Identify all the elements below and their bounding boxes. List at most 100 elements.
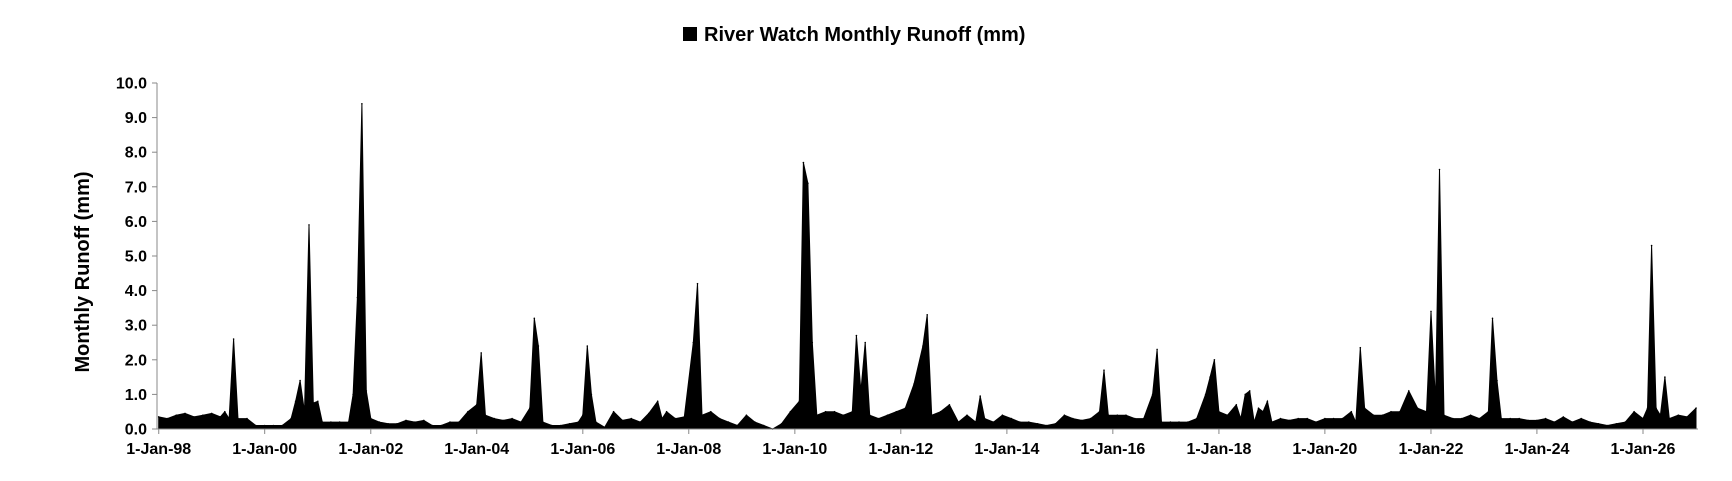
data-point-68 — [648, 412, 650, 415]
data-point-200 — [1633, 410, 1635, 413]
data-point-182 — [1487, 410, 1490, 413]
data-point-108 — [939, 410, 942, 413]
x-axis: 1-Jan-98 1-Jan-00 1-Jan-02 1-Jan-04 1-Jan-06… — [126, 428, 1698, 458]
data-point-144 — [1218, 410, 1220, 413]
data-point-78 — [718, 417, 721, 420]
data-point-131 — [1125, 414, 1127, 417]
y-tick-label: 9.0 — [125, 110, 147, 127]
data-point-169 — [1390, 410, 1392, 413]
data-point-135 — [1156, 348, 1158, 351]
x-tick-label: 1-Jan-16 — [1080, 441, 1145, 458]
data-point-137 — [1169, 421, 1172, 423]
data-point-29 — [356, 296, 359, 299]
legend-swatch — [683, 27, 697, 41]
data-point-22 — [312, 402, 315, 404]
data-point-95 — [851, 410, 854, 413]
data-point-103 — [904, 407, 907, 410]
data-point-33 — [378, 421, 381, 423]
data-point-82 — [754, 421, 756, 423]
x-tick-label: 1-Jan-06 — [550, 441, 615, 458]
data-point-147 — [1240, 417, 1242, 420]
y-tick-label: 8.0 — [125, 145, 147, 162]
data-point-47 — [493, 417, 496, 420]
data-point-121 — [1045, 424, 1048, 427]
data-point-187 — [1518, 417, 1520, 420]
data-point-198 — [1615, 423, 1618, 425]
data-point-152 — [1262, 410, 1264, 413]
legend: River Watch Monthly Runoff (mm) — [683, 24, 1025, 46]
data-point-89 — [807, 182, 809, 185]
data-point-28 — [352, 393, 354, 396]
data-point-171 — [1408, 390, 1410, 392]
data-point-64 — [612, 410, 615, 413]
data-point-117 — [1010, 417, 1013, 420]
data-point-129 — [1107, 414, 1110, 417]
data-point-101 — [886, 414, 889, 417]
data-point-11 — [237, 417, 239, 420]
data-point-149 — [1248, 390, 1251, 392]
data-point-97 — [860, 390, 862, 392]
x-tick-label: 1-Jan-18 — [1186, 441, 1251, 458]
data-point-50 — [520, 421, 522, 423]
data-point-159 — [1315, 421, 1317, 423]
data-point-177 — [1443, 414, 1445, 417]
data-point-166 — [1363, 407, 1366, 410]
data-point-73 — [683, 416, 686, 418]
y-tick-label: 3.0 — [125, 318, 147, 335]
data-point-176 — [1438, 168, 1441, 171]
data-point-106 — [926, 314, 928, 316]
data-point-66 — [630, 417, 633, 420]
data-point-63 — [603, 426, 606, 429]
x-tick-label: 1-Jan-14 — [974, 441, 1039, 458]
data-point-112 — [975, 421, 977, 423]
data-point-54 — [542, 421, 544, 423]
y-tick-label: 4.0 — [125, 283, 147, 300]
data-point-161 — [1332, 417, 1335, 420]
data-point-207 — [1668, 417, 1671, 420]
data-point-170 — [1399, 410, 1401, 413]
data-point-202 — [1646, 407, 1649, 410]
data-point-43 — [467, 410, 469, 413]
data-point-206 — [1664, 376, 1666, 378]
data-point-77 — [710, 410, 712, 413]
data-point-23 — [317, 400, 319, 403]
data-point-72 — [674, 417, 677, 420]
data-point-91 — [816, 414, 818, 417]
data-point-75 — [696, 282, 699, 285]
data-point-48 — [502, 419, 504, 422]
data-point-193 — [1571, 421, 1574, 423]
data-point-70 — [661, 417, 663, 420]
data-point-14 — [263, 424, 266, 427]
data-point-40 — [440, 424, 443, 427]
data-point-62 — [595, 421, 597, 423]
data-point-167 — [1372, 414, 1375, 417]
data-point-26 — [338, 421, 341, 423]
data-point-205 — [1659, 414, 1662, 417]
data-point-13 — [255, 424, 257, 427]
data-point-151 — [1257, 407, 1260, 410]
data-point-25 — [330, 421, 332, 423]
data-point-21 — [308, 224, 310, 226]
x-tick-label: 1-Jan-24 — [1504, 441, 1569, 458]
data-point-44 — [475, 404, 478, 406]
data-point-190 — [1544, 417, 1547, 420]
data-point-10 — [232, 338, 235, 340]
data-point-71 — [665, 410, 668, 413]
data-point-158 — [1306, 417, 1308, 420]
data-point-38 — [423, 419, 425, 422]
data-point-126 — [1089, 417, 1092, 420]
data-point-136 — [1160, 421, 1163, 423]
data-point-2 — [175, 414, 177, 417]
data-point-184 — [1496, 379, 1498, 382]
data-point-20 — [303, 410, 306, 413]
data-point-122 — [1054, 423, 1057, 425]
data-point-188 — [1527, 419, 1529, 422]
data-point-46 — [484, 414, 487, 417]
data-point-132 — [1134, 417, 1136, 420]
data-point-160 — [1324, 417, 1326, 420]
data-point-27 — [347, 421, 350, 423]
x-tick-label: 1-Jan-22 — [1398, 441, 1463, 458]
data-point-55 — [551, 424, 553, 427]
data-point-162 — [1341, 417, 1344, 420]
data-point-85 — [780, 423, 783, 425]
